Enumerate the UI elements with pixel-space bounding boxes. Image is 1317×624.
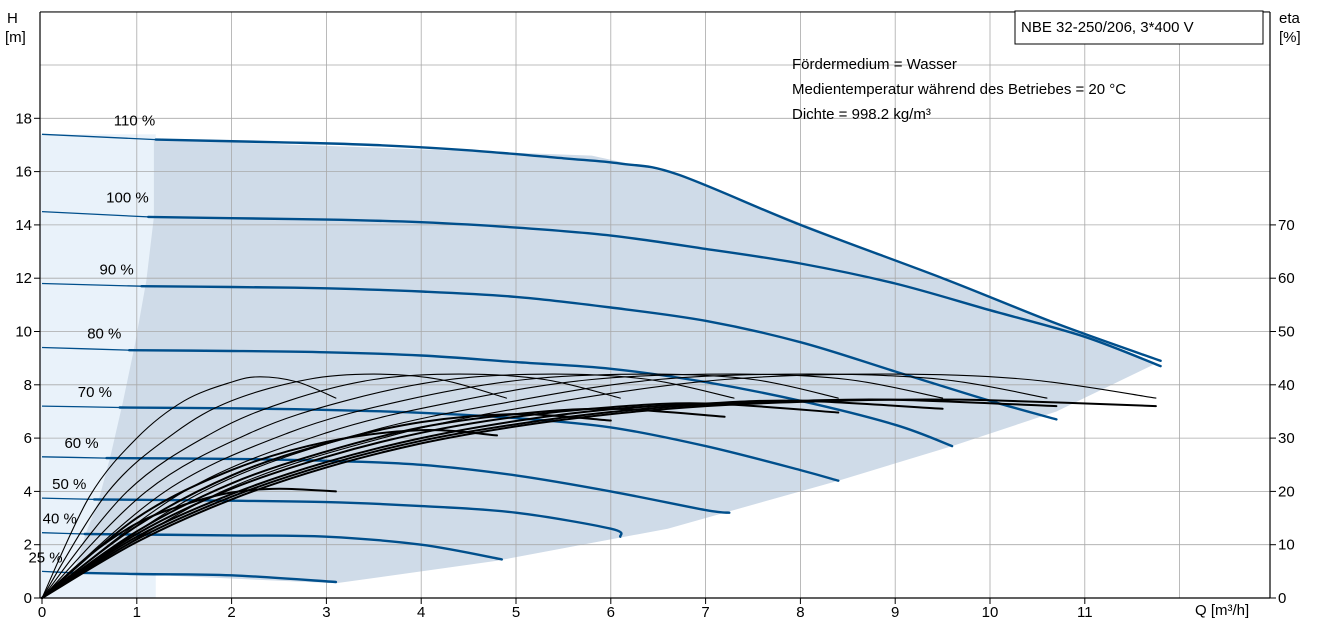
y-right-tick-label: 30 xyxy=(1278,430,1295,447)
head-curve-thin-60pct xyxy=(41,456,107,459)
x-tick-label: 10 xyxy=(982,604,999,621)
efficiency-curve xyxy=(41,373,1157,599)
y-left-label-line1: H xyxy=(7,10,18,27)
head-curve-thin-50pct xyxy=(41,497,95,501)
y-left-tick-label: 6 xyxy=(24,430,32,447)
y-left-tick-label: 14 xyxy=(15,217,32,234)
efficiency-curve xyxy=(41,373,839,599)
x-axis-label: Q [m³/h] xyxy=(1195,602,1249,619)
y-right-label-line1: eta xyxy=(1279,10,1301,27)
x-tick-label: 9 xyxy=(891,604,899,621)
y-right-tick-label: 10 xyxy=(1278,537,1295,554)
operating-region xyxy=(74,139,1156,584)
y-right-tick-label: 0 xyxy=(1278,590,1286,607)
head-curve-thin-90pct xyxy=(41,282,142,287)
head-curve-110pct xyxy=(154,138,1162,362)
y-left-tick-label: 16 xyxy=(15,164,32,181)
x-tick-label: 6 xyxy=(607,604,615,621)
y-left-tick-label: 0 xyxy=(24,590,32,607)
y-left-tick-label: 18 xyxy=(15,110,32,127)
y-right-tick-label: 50 xyxy=(1278,324,1295,341)
head-curve-100pct xyxy=(147,215,1162,368)
x-tick-label: 1 xyxy=(133,604,141,621)
head-curve-thin-40pct xyxy=(41,532,85,535)
efficiency-curve xyxy=(41,398,1157,599)
head-curve-label: 25 % xyxy=(28,549,62,566)
note-density: Dichte = 998.2 kg/m³ xyxy=(792,106,931,123)
efficiency-curve xyxy=(41,407,726,599)
head-curve-25pct xyxy=(69,571,338,584)
y-left-tick-label: 12 xyxy=(15,270,32,287)
efficiency-curve xyxy=(41,373,1048,599)
x-tick-label: 7 xyxy=(701,604,709,621)
head-curve-label: 60 % xyxy=(64,435,98,452)
head-curve-thin-100pct xyxy=(41,210,149,218)
head-curve-label: 50 % xyxy=(52,476,86,493)
efficiency-curve xyxy=(41,399,944,599)
y-left-label-line2: [m] xyxy=(5,29,26,46)
efficiency-curve xyxy=(41,373,735,599)
note-temperature: Medientemperatur während des Betriebes =… xyxy=(792,81,1126,98)
head-curve-thin-70pct xyxy=(41,405,120,409)
head-curve-thin-80pct xyxy=(41,346,130,351)
head-curve-80pct xyxy=(127,349,954,448)
head-curve-40pct xyxy=(83,532,503,561)
y-right-tick-label: 70 xyxy=(1278,217,1295,234)
head-curve-label: 100 % xyxy=(106,190,149,207)
y-left-tick-label: 8 xyxy=(24,377,32,394)
head-curve-label: 40 % xyxy=(43,511,77,528)
efficiency-curve xyxy=(41,376,337,599)
head-curve-thin-110pct xyxy=(41,133,156,141)
y-right-label-line2: [%] xyxy=(1279,29,1301,46)
head-curve-60pct xyxy=(105,456,731,514)
y-left-tick-label: 2 xyxy=(24,537,32,554)
y-left-tick-label: 10 xyxy=(15,324,32,341)
x-tick-label: 0 xyxy=(38,604,46,621)
head-curve-label: 110 % xyxy=(114,112,155,129)
head-curve-label: 70 % xyxy=(78,384,112,401)
note-medium: Fördermedium = Wasser xyxy=(792,56,957,73)
head-curve-90pct xyxy=(140,285,1058,421)
head-curve-label: 80 % xyxy=(87,325,121,342)
y-right-tick-label: 40 xyxy=(1278,377,1295,394)
x-tick-label: 3 xyxy=(322,604,330,621)
chart-title: NBE 32-250/206, 3*400 V xyxy=(1021,19,1194,36)
efficiency-curve xyxy=(41,428,498,599)
title-box xyxy=(1014,10,1264,45)
efficiency-curve xyxy=(41,402,840,599)
y-right-tick-label: 60 xyxy=(1278,270,1295,287)
y-right-tick-label: 20 xyxy=(1278,483,1295,500)
efficiency-curve xyxy=(41,373,508,599)
x-tick-label: 5 xyxy=(512,604,520,621)
x-tick-label: 2 xyxy=(227,604,235,621)
efficiency-curve xyxy=(41,373,621,599)
head-curve-label: 90 % xyxy=(100,262,134,279)
x-tick-label: 4 xyxy=(417,604,425,621)
x-tick-label: 8 xyxy=(796,604,804,621)
x-tick-label: 11 xyxy=(1077,604,1093,621)
y-left-tick-label: 4 xyxy=(24,483,32,500)
